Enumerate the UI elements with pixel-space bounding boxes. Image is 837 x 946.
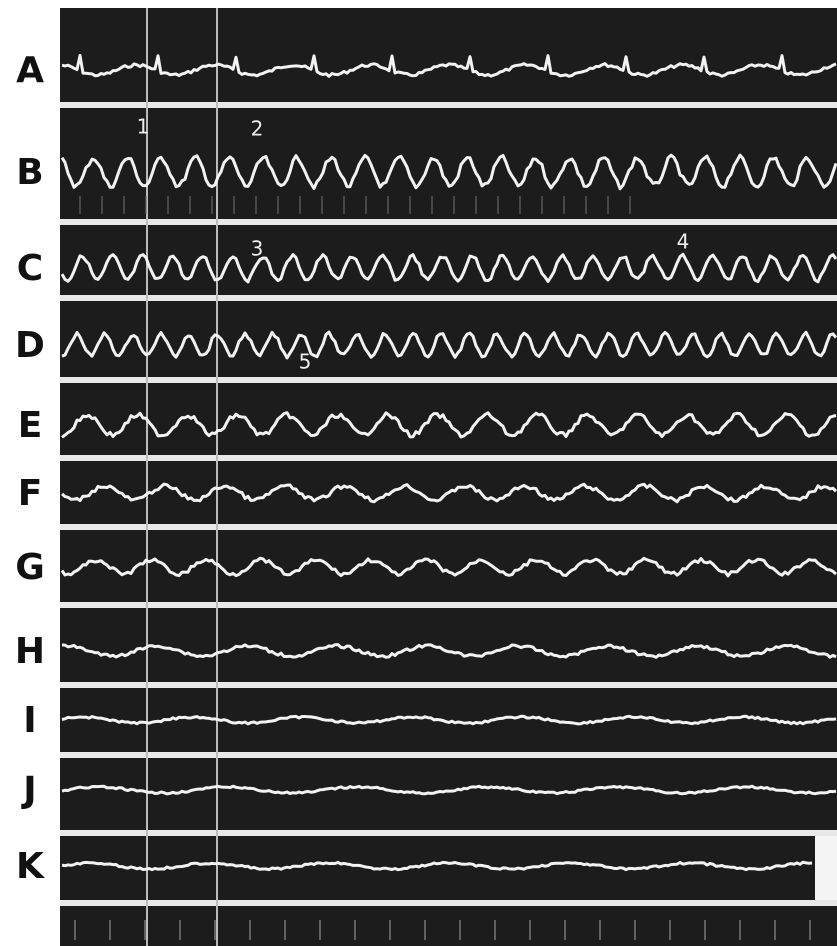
row-label: H — [15, 631, 45, 672]
blank-area — [815, 836, 837, 900]
row-label: C — [17, 248, 43, 289]
annotation: 3 — [251, 237, 264, 261]
separator — [60, 900, 837, 906]
row-label: B — [16, 152, 43, 193]
row-label: F — [18, 473, 43, 514]
annotation: 5 — [299, 350, 312, 374]
recording-panel — [60, 8, 837, 946]
row-label: J — [20, 770, 36, 811]
separator — [60, 219, 837, 225]
row-label: K — [16, 846, 45, 887]
annotation: 1 — [137, 115, 150, 139]
figure: A B CDEFG HIJK 1 2 3 4 5 — [0, 0, 837, 946]
separator — [60, 602, 837, 608]
separator — [60, 830, 837, 836]
annotation: 2 — [251, 117, 264, 141]
annotation: 4 — [677, 230, 690, 254]
row-label: A — [16, 50, 44, 91]
separator — [60, 102, 837, 108]
row-label: I — [23, 700, 36, 741]
separator — [60, 752, 837, 758]
separator — [60, 524, 837, 530]
separator — [60, 377, 837, 383]
separator — [60, 455, 837, 461]
row-label: D — [15, 325, 45, 366]
row-label: E — [18, 405, 43, 446]
separator — [60, 682, 837, 688]
separator — [60, 295, 837, 301]
row-label: G — [15, 547, 45, 588]
